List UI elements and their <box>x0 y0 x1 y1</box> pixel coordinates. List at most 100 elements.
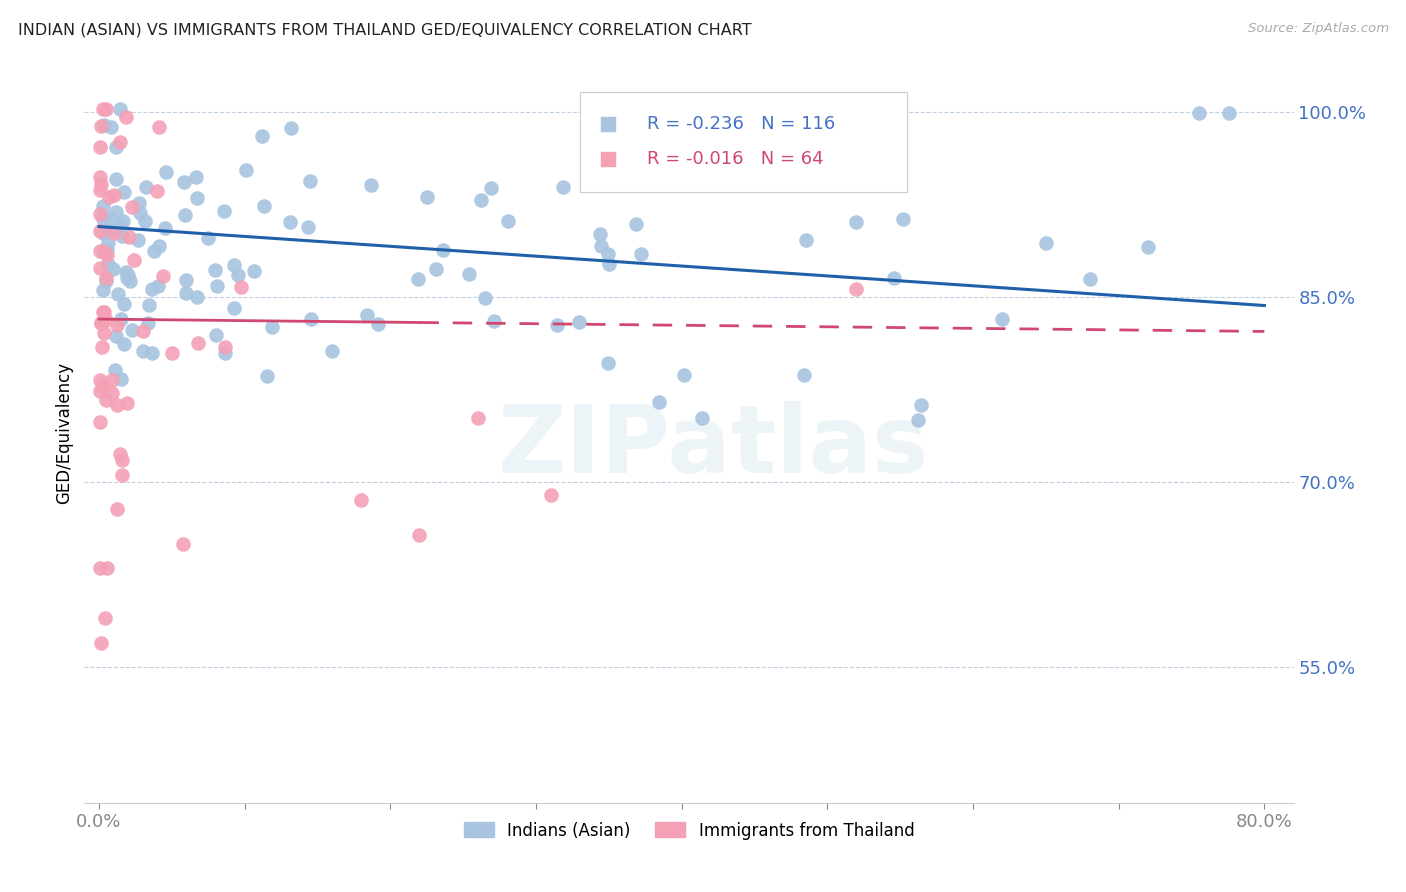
Point <box>540 488 562 502</box>
Point <box>321 343 343 358</box>
Point <box>598 257 620 271</box>
Y-axis label: GED/Equivalency: GED/Equivalency <box>55 361 73 504</box>
Point <box>100 223 122 237</box>
Point <box>1188 106 1211 120</box>
Point <box>991 312 1014 326</box>
Point <box>110 218 132 232</box>
Point <box>470 193 492 207</box>
Point <box>186 191 208 205</box>
Point <box>298 174 321 188</box>
Point <box>104 172 127 186</box>
Point <box>907 413 929 427</box>
Point <box>406 272 429 286</box>
Point <box>1218 106 1240 120</box>
Point <box>115 110 138 124</box>
Point <box>90 340 112 354</box>
Point <box>214 346 236 360</box>
Point <box>367 317 389 331</box>
Point <box>672 368 695 382</box>
Point <box>110 468 132 483</box>
Point <box>112 185 135 199</box>
Point <box>96 561 118 575</box>
Point <box>457 267 479 281</box>
Point <box>176 273 198 287</box>
Point <box>90 178 112 192</box>
Point <box>129 206 152 220</box>
Point <box>91 103 114 117</box>
Point <box>100 120 122 135</box>
Point <box>793 368 815 382</box>
Point <box>93 244 115 259</box>
Point <box>589 238 612 252</box>
Point <box>121 323 143 337</box>
Point <box>718 265 741 279</box>
Point <box>479 181 502 195</box>
Point <box>432 243 454 257</box>
Point <box>229 280 252 294</box>
Point <box>135 180 157 194</box>
Point <box>174 208 197 222</box>
Point <box>148 239 170 253</box>
Point <box>101 386 124 401</box>
Point <box>89 373 111 387</box>
Point <box>112 337 135 351</box>
Point <box>186 335 208 350</box>
Point <box>160 346 183 360</box>
Point <box>89 139 111 153</box>
Point <box>197 230 219 244</box>
Text: Source: ZipAtlas.com: Source: ZipAtlas.com <box>1249 22 1389 36</box>
Point <box>90 119 112 133</box>
Point <box>134 214 156 228</box>
Point <box>214 340 236 354</box>
Point <box>97 257 120 271</box>
Point <box>90 636 112 650</box>
Point <box>89 384 111 398</box>
Point <box>112 297 135 311</box>
Point <box>173 175 195 189</box>
Point <box>553 179 575 194</box>
Point <box>90 316 112 330</box>
Point <box>204 262 226 277</box>
Point <box>299 312 322 326</box>
Point <box>648 394 671 409</box>
Text: ZIPatlas: ZIPatlas <box>498 401 929 493</box>
Point <box>278 215 301 229</box>
Point <box>93 305 115 319</box>
Text: INDIAN (ASIAN) VS IMMIGRANTS FROM THAILAND GED/EQUIVALENCY CORRELATION CHART: INDIAN (ASIAN) VS IMMIGRANTS FROM THAILA… <box>18 22 752 37</box>
Point <box>256 368 278 383</box>
Point <box>148 120 170 134</box>
Text: R = -0.016   N = 64: R = -0.016 N = 64 <box>647 150 824 168</box>
Point <box>775 134 797 148</box>
Point <box>89 244 111 258</box>
Point <box>97 235 120 250</box>
Point <box>108 135 131 149</box>
Point <box>425 261 447 276</box>
Point <box>101 373 124 387</box>
Point <box>111 213 134 227</box>
Point <box>89 415 111 429</box>
Point <box>103 187 125 202</box>
Point <box>350 492 373 507</box>
Point <box>224 258 246 272</box>
Point <box>103 226 125 240</box>
Point <box>105 140 128 154</box>
Point <box>910 398 932 412</box>
Point <box>94 103 117 117</box>
Point <box>136 316 159 330</box>
Point <box>118 274 141 288</box>
Point <box>155 164 177 178</box>
Point <box>132 344 155 359</box>
Point <box>110 371 132 385</box>
Point <box>128 195 150 210</box>
Point <box>138 297 160 311</box>
Point <box>108 447 131 461</box>
Point <box>143 244 166 258</box>
Point <box>186 170 208 185</box>
Point <box>108 103 131 117</box>
Point <box>546 318 568 332</box>
Point <box>467 411 489 425</box>
Point <box>690 410 713 425</box>
Point <box>596 356 619 370</box>
Point <box>132 324 155 338</box>
Point <box>96 248 118 262</box>
